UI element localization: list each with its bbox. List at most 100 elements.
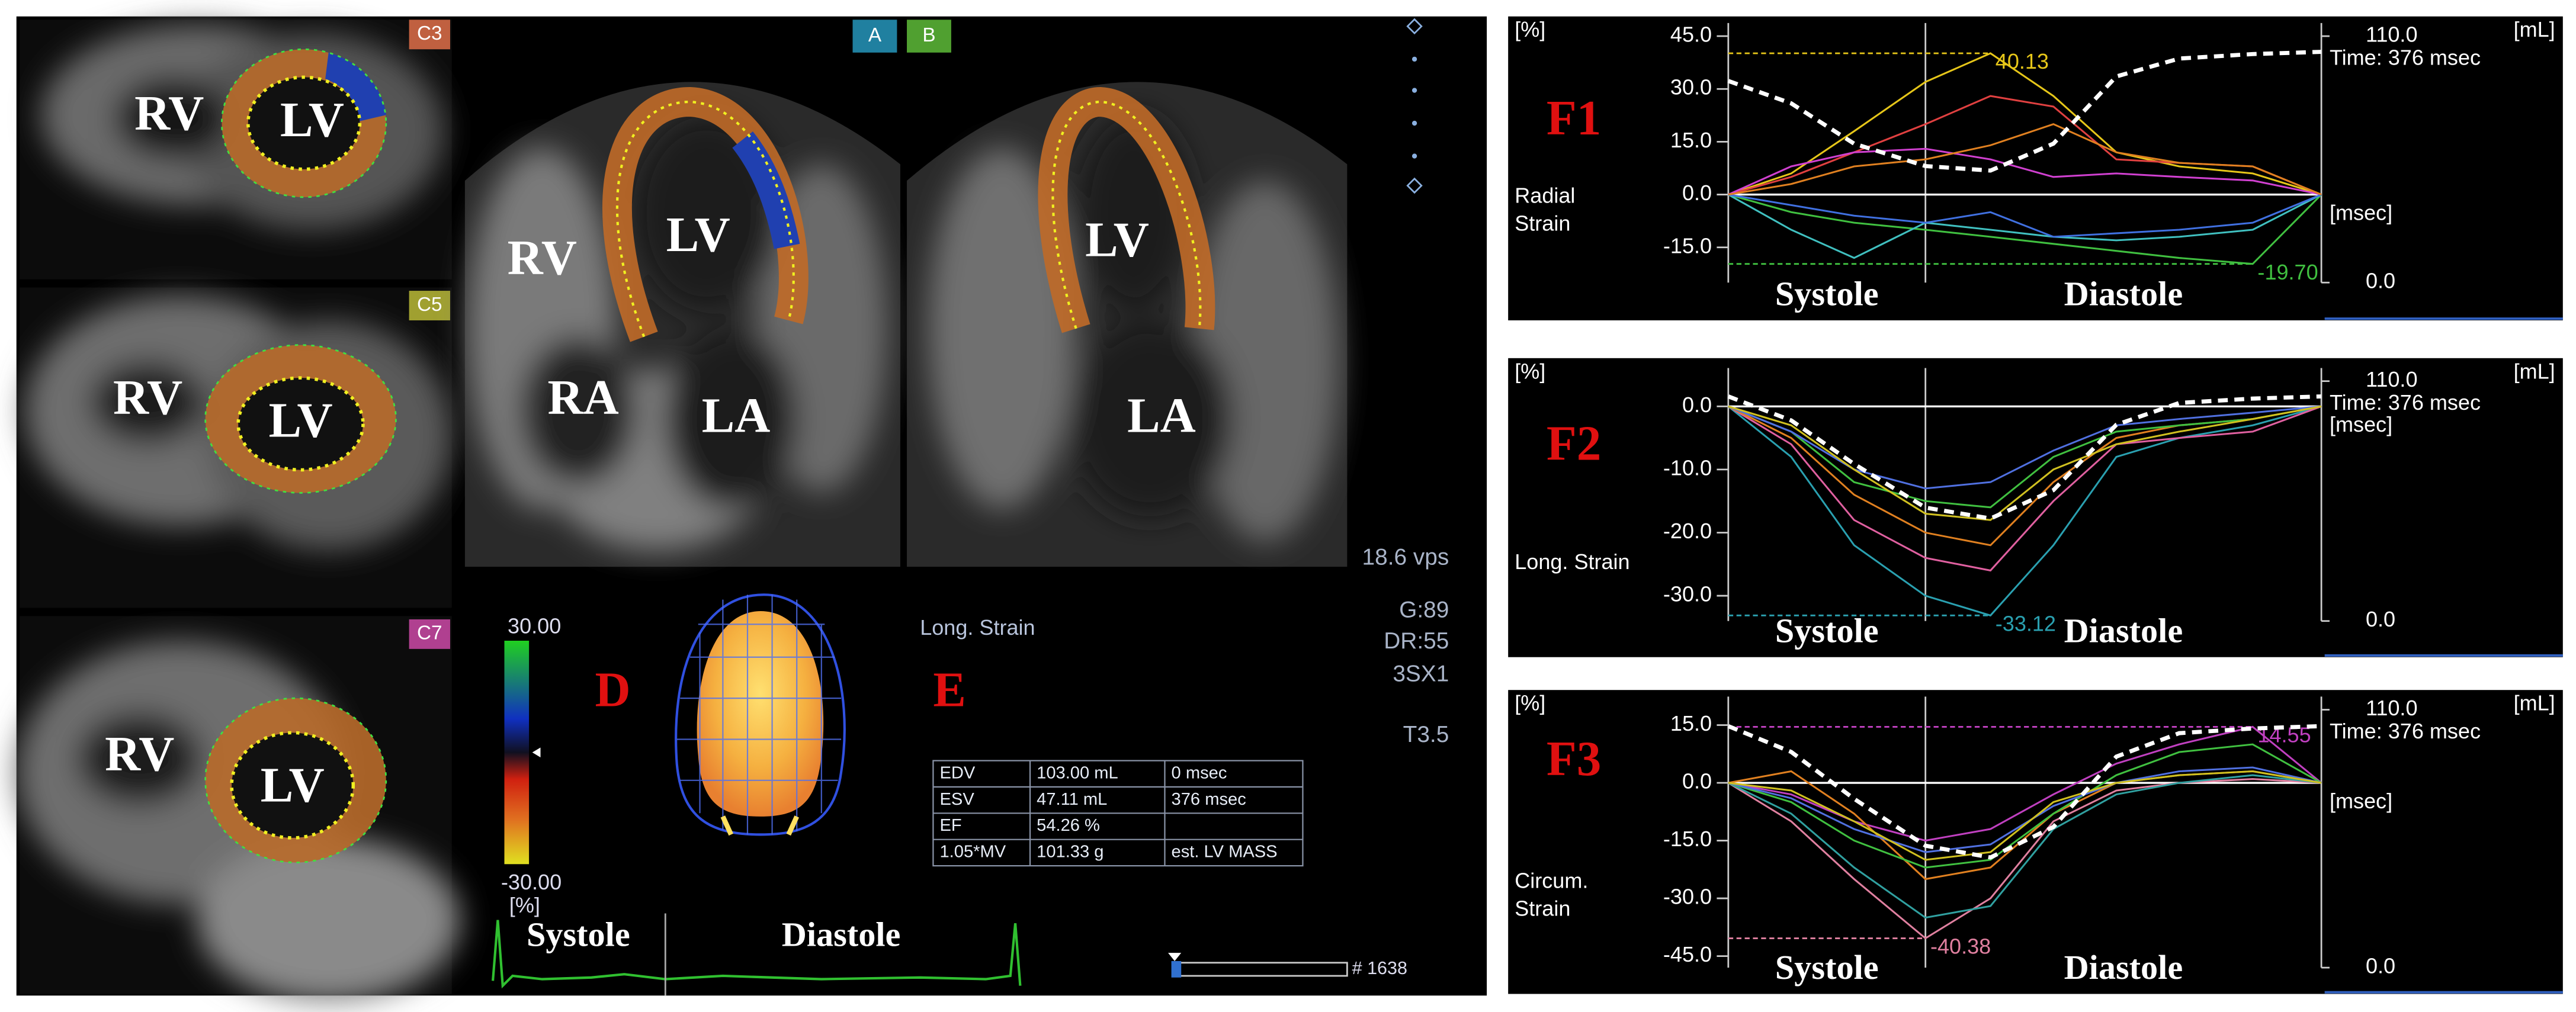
table-cell: EDV <box>939 763 975 782</box>
view-tag: C5 <box>417 294 442 316</box>
epicardial-border <box>204 697 387 863</box>
y-axis-label: Strain <box>1515 211 1570 236</box>
volume-curve <box>1727 394 2322 521</box>
x-unit: [msec] <box>2330 412 2392 436</box>
strain-curve <box>1728 194 2322 238</box>
table-cell: 47.11 mL <box>1037 790 1107 809</box>
chart-label: F2 <box>1547 416 1601 470</box>
time-label: Time: 376 msec <box>2330 45 2481 69</box>
tag-box <box>409 20 450 50</box>
short-axis-view: C5 RV LV <box>20 287 452 608</box>
short-axis-view: C3 RV LV <box>20 20 452 279</box>
strain-curve <box>1728 123 2322 196</box>
y-tick-label: 15.0 <box>1670 128 1712 152</box>
strain-charts: 45.0 30.0 15.0 0.0 -15.0 110.0 0.0 [%] [mL] Time:… <box>1508 16 2563 994</box>
chamber-label: RV <box>508 230 577 285</box>
status: T3.5 <box>1403 722 1449 747</box>
chamber-label: LV <box>280 92 344 147</box>
strain-curve <box>1728 774 2322 919</box>
chamber-label: LV <box>666 207 730 262</box>
value-label: -19.70 <box>2257 260 2318 284</box>
strain-curve <box>1728 194 2322 265</box>
y-unit: [%] <box>1515 359 1545 383</box>
y-tick-label: -15.0 <box>1663 233 1712 258</box>
strain-curve <box>1728 743 2322 869</box>
phase-label: Diastole <box>782 915 901 954</box>
chamber-label: RV <box>113 370 182 425</box>
frame-slider[interactable]: # 1638 <box>1168 953 1407 978</box>
strain-curve <box>1728 194 2322 259</box>
frame-number: # 1638 <box>1352 958 1407 978</box>
strain-curve <box>1728 766 2322 853</box>
epicardial-border <box>204 344 397 494</box>
phase-label: Systole <box>1775 611 1879 650</box>
y-axis-label: Long. Strain <box>1515 550 1629 574</box>
apical-view: B LV LA <box>907 20 1348 567</box>
endocardial-border <box>246 75 362 171</box>
y-axis-label: Strain <box>1515 897 1570 921</box>
value-label: 40.13 <box>1996 49 2049 73</box>
y-tick-label: -30.0 <box>1663 582 1712 606</box>
view-tag: C7 <box>417 622 442 644</box>
strain-region <box>325 52 386 122</box>
time-label: Time: 376 msec <box>2330 719 2481 743</box>
y2-unit: [mL] <box>2514 17 2555 41</box>
table-cell: 1.05*MV <box>939 843 1006 862</box>
chart-background <box>1508 358 2563 657</box>
strain-curve <box>1728 725 2322 842</box>
value-label: -33.12 <box>1996 611 2056 635</box>
chamber-label: LA <box>702 388 771 442</box>
lv-3d-model <box>675 593 846 836</box>
volume-table: EDV 103.00 mL 0 msec ESV 47.11 mL 376 msec EF 5… <box>932 760 1304 867</box>
table-cell: est. LV MASS <box>1172 843 1278 862</box>
strain-curve <box>1728 770 2322 861</box>
chamber-label: LA <box>1127 388 1196 442</box>
cavity <box>232 733 354 838</box>
y-tick-label: 30.0 <box>1670 75 1712 99</box>
color-bar-min: -30.00 <box>501 870 562 894</box>
value-label: -40.38 <box>1930 934 1991 959</box>
y2-tick-label: 0.0 <box>2366 269 2395 293</box>
y-tick-label: 45.0 <box>1670 23 1712 47</box>
status: DR:55 <box>1384 628 1449 654</box>
x-unit: [msec] <box>2330 200 2392 224</box>
y-axis-label: Radial <box>1515 183 1575 207</box>
y-axis-label: Circum. <box>1515 868 1588 892</box>
status: 3SX1 <box>1393 661 1449 687</box>
chamber-label: LV <box>261 758 325 812</box>
y2-tick-label: 110.0 <box>2366 367 2418 391</box>
phase-label: Diastole <box>2064 611 2183 650</box>
endocardial-border <box>230 731 355 840</box>
y-tick-label: 0.0 <box>1682 181 1712 205</box>
strain-curve <box>1728 405 2322 521</box>
color-bar-max: 30.00 <box>508 613 561 638</box>
view-tag: B <box>922 24 935 46</box>
y-unit: [%] <box>1515 17 1545 41</box>
chart-label: F3 <box>1547 731 1601 786</box>
ecg: Systole Diastole <box>492 913 1022 996</box>
x-unit: [msec] <box>2330 789 2392 813</box>
tag-box <box>907 20 951 53</box>
y-tick-label: -20.0 <box>1663 519 1712 543</box>
y2-tick-label: 0.0 <box>2366 607 2395 631</box>
chamber-label: LV <box>1085 212 1149 266</box>
y-tick-label: -15.0 <box>1663 827 1712 851</box>
y2-unit: [mL] <box>2514 359 2555 383</box>
chamber-label: LV <box>269 393 333 448</box>
y-unit: [%] <box>1515 691 1545 715</box>
epicardial-border <box>221 48 387 198</box>
y2-tick-label: 110.0 <box>2366 23 2418 47</box>
mode-label: Long. Strain <box>920 615 1035 640</box>
y2-tick-label: 110.0 <box>2366 696 2418 720</box>
tissue <box>928 115 1339 542</box>
y-tick-label: -30.0 <box>1663 885 1712 909</box>
endocardial-border <box>236 376 365 472</box>
tag-box <box>409 619 450 649</box>
chart-background <box>1508 16 2563 320</box>
volume-curve <box>1727 50 2322 173</box>
table-cell: 54.26 % <box>1037 816 1100 835</box>
echo-panel: C3 RV LV C5 RV LV C7 RV LV A <box>16 16 1487 1003</box>
panel-label: E <box>933 663 965 717</box>
chamber-label: RV <box>134 86 204 140</box>
chamber-label: RV <box>105 727 174 781</box>
